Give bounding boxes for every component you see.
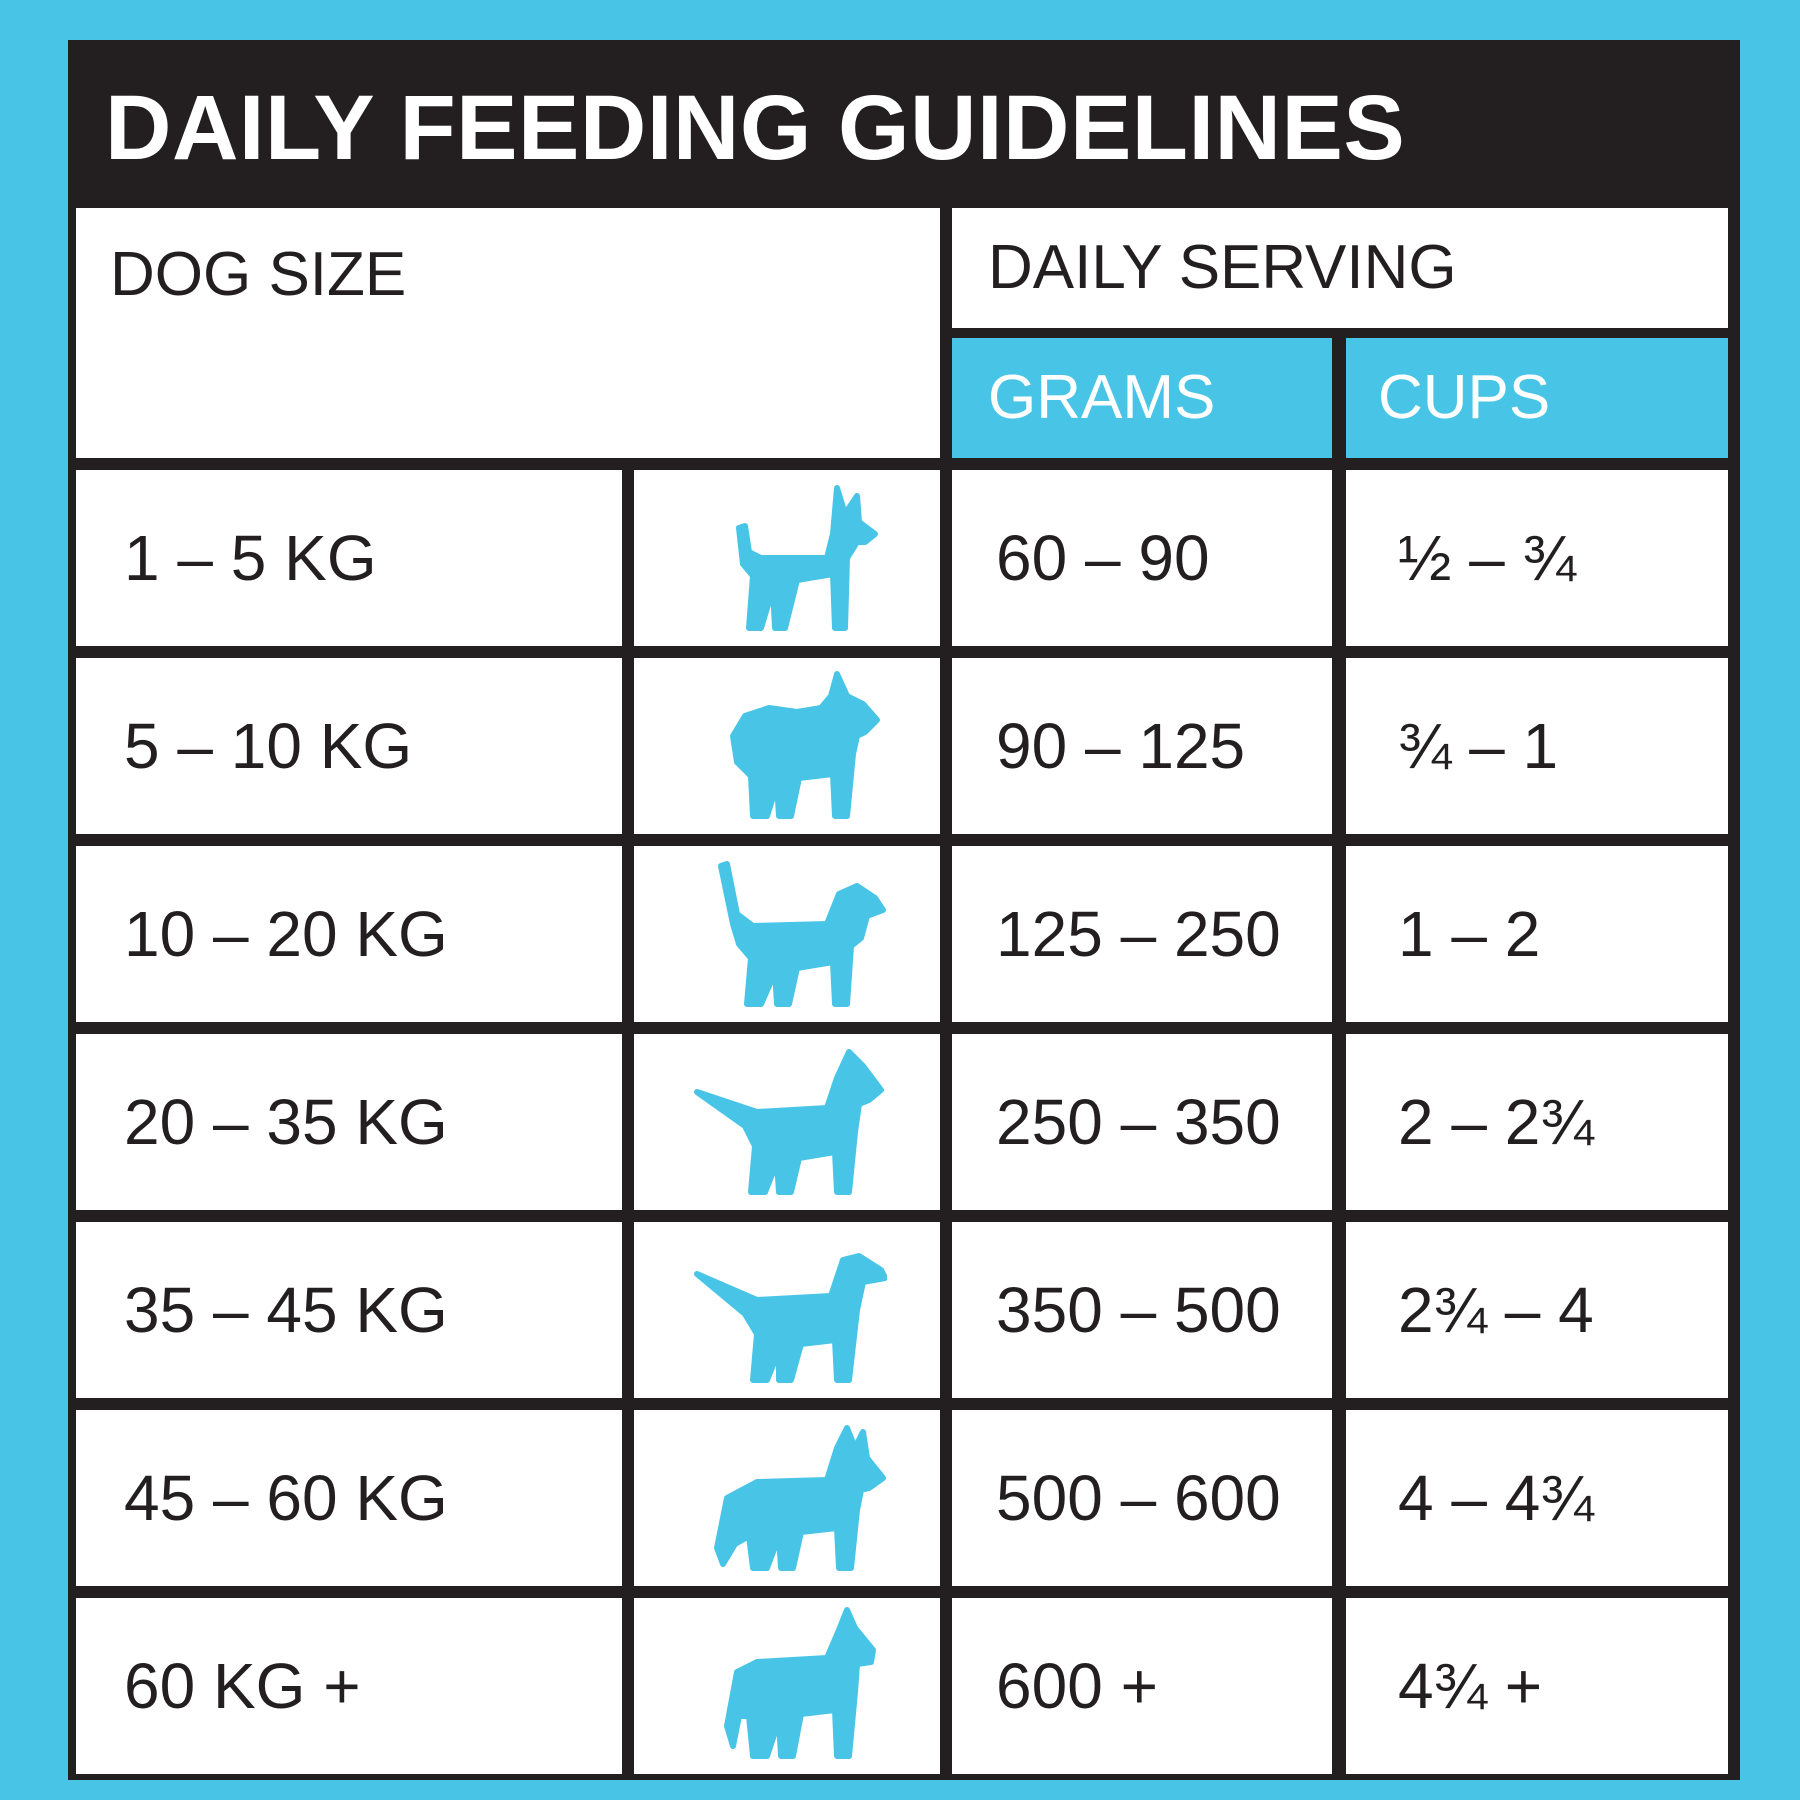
grams-value: 90 – 125 (996, 710, 1246, 782)
cups-cell: 2 – 2¾ (1346, 1034, 1728, 1210)
size-cell: 1 – 5 KG (76, 470, 622, 646)
cups-cell: 4 – 4¾ (1346, 1410, 1728, 1586)
grams-cell: 250 – 350 (952, 1034, 1332, 1210)
cups-cell: ¾ – 1 (1346, 658, 1728, 834)
cups-header: CUPS (1346, 338, 1728, 458)
cups-cell: 4¾ + (1346, 1598, 1728, 1774)
grams-cell: 350 – 500 (952, 1222, 1332, 1398)
dog-silhouette-cell (634, 846, 940, 1022)
size-cell: 60 KG + (76, 1598, 622, 1774)
dog-silhouette-cell (634, 1410, 940, 1586)
dog-silhouette-cell (634, 470, 940, 646)
cups-value: ½ – ¾ (1398, 522, 1576, 594)
daily-serving-header: DAILY SERVING (952, 208, 1728, 328)
grams-cell: 125 – 250 (952, 846, 1332, 1022)
dog-size-header: DOG SIZE (76, 208, 940, 458)
size-value: 45 – 60 KG (124, 1462, 448, 1534)
size-value: 5 – 10 KG (124, 710, 413, 782)
pomeranian-silhouette-icon (730, 671, 880, 819)
grams-cell: 90 – 125 (952, 658, 1332, 834)
grams-header-label: GRAMS (988, 363, 1216, 432)
cups-value: 2¾ – 4 (1398, 1274, 1594, 1346)
beagle-silhouette-icon (718, 861, 886, 1007)
great-dane-silhouette-icon (724, 1607, 876, 1759)
cups-cell: ½ – ¾ (1346, 470, 1728, 646)
size-value: 60 KG + (124, 1650, 361, 1722)
bull-terrier-silhouette-icon (694, 1049, 884, 1195)
page-title: DAILY FEEDING GUIDELINES (105, 77, 1406, 179)
grams-cell: 60 – 90 (952, 470, 1332, 646)
grams-value: 350 – 500 (996, 1274, 1281, 1346)
grams-cell: 500 – 600 (952, 1410, 1332, 1586)
husky-silhouette-icon (714, 1425, 886, 1571)
cups-value: ¾ – 1 (1398, 710, 1559, 782)
grams-value: 500 – 600 (996, 1462, 1281, 1534)
size-value: 20 – 35 KG (124, 1086, 448, 1158)
grams-value: 60 – 90 (996, 522, 1210, 594)
dog-size-header-label: DOG SIZE (110, 240, 407, 309)
size-cell: 45 – 60 KG (76, 1410, 622, 1586)
grams-value: 125 – 250 (996, 898, 1281, 970)
size-cell: 35 – 45 KG (76, 1222, 622, 1398)
grams-cell: 600 + (952, 1598, 1332, 1774)
cups-value: 4¾ + (1398, 1650, 1543, 1722)
pointer-silhouette-icon (694, 1253, 887, 1383)
dog-silhouette-cell (634, 1222, 940, 1398)
size-cell: 10 – 20 KG (76, 846, 622, 1022)
grams-value: 250 – 350 (996, 1086, 1281, 1158)
grams-header: GRAMS (952, 338, 1332, 458)
size-value: 35 – 45 KG (124, 1274, 448, 1346)
cups-cell: 1 – 2 (1346, 846, 1728, 1022)
cups-value: 2 – 2¾ (1398, 1086, 1594, 1158)
cups-header-label: CUPS (1378, 363, 1551, 432)
size-value: 10 – 20 KG (124, 898, 448, 970)
dog-silhouette-cell (634, 1598, 940, 1774)
size-value: 1 – 5 KG (124, 522, 377, 594)
size-cell: 20 – 35 KG (76, 1034, 622, 1210)
dog-silhouette-cell (634, 658, 940, 834)
cups-cell: 2¾ – 4 (1346, 1222, 1728, 1398)
dog-silhouette-cell (634, 1034, 940, 1210)
grams-value: 600 + (996, 1650, 1158, 1722)
cups-value: 4 – 4¾ (1398, 1462, 1594, 1534)
daily-serving-header-label: DAILY SERVING (988, 233, 1457, 302)
cups-value: 1 – 2 (1398, 898, 1541, 970)
size-cell: 5 – 10 KG (76, 658, 622, 834)
chihuahua-silhouette-icon (736, 485, 878, 631)
